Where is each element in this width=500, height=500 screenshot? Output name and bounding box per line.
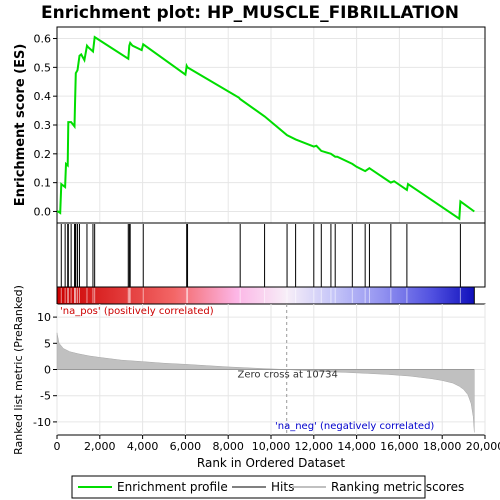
enrichment-profile-line: [57, 35, 475, 221]
legend-metric-label: Ranking metric scores: [331, 480, 464, 494]
ranking-metric-area: [56, 332, 475, 433]
negative-correlation-label: 'na_neg' (negatively correlated): [275, 421, 434, 432]
x-tick-label: 16,000: [380, 440, 419, 453]
hits-panel-frame: [56, 222, 486, 288]
x-tick-label: 2,000: [84, 440, 116, 453]
metric-tick-label: -5: [40, 390, 51, 403]
hit-marks: [60, 224, 461, 287]
metric-tick-label: -10: [33, 416, 51, 429]
x-tick-label: 14,000: [337, 440, 376, 453]
metric-tick-label: 0: [44, 364, 51, 377]
x-tick-label: 6,000: [170, 440, 202, 453]
ranked-metric-panel: Zero cross at 10734 'na_pos' (positively…: [12, 285, 486, 455]
x-axis-ticks: 0 2,000 4,000 6,000 8,000 10,000 12,000 14,000 1…: [54, 435, 500, 453]
metric-tick-label: 5: [44, 337, 51, 350]
legend-hits-label: Hits: [271, 480, 294, 494]
hits-panel: [56, 222, 486, 288]
heatbar-hit-marks: [60, 288, 461, 303]
es-y-axis-ticks: 0.0 0.1 0.2 0.3 0.4 0.5 0.6: [34, 33, 57, 218]
x-tick-label: 20,000: [466, 440, 500, 453]
legend-enrichment-label: Enrichment profile: [117, 480, 228, 494]
es-tick-label: 0.4: [34, 90, 52, 103]
metric-y-axis-ticks: 10 5 0 -5 -10: [33, 311, 57, 429]
rank-color-bar: [56, 286, 475, 305]
es-tick-label: 0.3: [34, 119, 52, 132]
x-tick-label: 4,000: [127, 440, 159, 453]
es-tick-label: 0.2: [34, 148, 52, 161]
x-tick-label: 0: [54, 440, 61, 453]
positive-correlation-label: 'na_pos' (positively correlated): [60, 306, 214, 317]
x-axis-label: Rank in Ordered Dataset: [197, 456, 345, 470]
es-tick-label: 0.5: [34, 61, 52, 74]
legend: Enrichment profile Hits Ranking metric s…: [71, 475, 464, 499]
es-tick-label: 0.1: [34, 177, 52, 190]
metric-y-axis-label: Ranked list metric (PreRanked): [12, 285, 25, 455]
chart-title: Enrichment plot: HP_MUSCLE_FIBRILLATION: [41, 3, 459, 23]
es-tick-label: 0.0: [34, 205, 52, 218]
x-tick-label: 12,000: [295, 440, 334, 453]
rank-heatmap-bar: [56, 286, 475, 305]
metric-tick-label: 10: [37, 311, 51, 324]
enrichment-score-panel: 0.0 0.1 0.2 0.3 0.4 0.5 0.6 Enrichment score (…: [13, 26, 486, 224]
es-y-axis-label: Enrichment score (ES): [13, 44, 28, 207]
x-tick-label: 8,000: [212, 440, 244, 453]
x-tick-label: 10,000: [252, 440, 291, 453]
zero-cross-label: Zero cross at 10734: [238, 370, 338, 381]
es-tick-label: 0.6: [34, 33, 52, 46]
x-tick-label: 18,000: [423, 440, 462, 453]
